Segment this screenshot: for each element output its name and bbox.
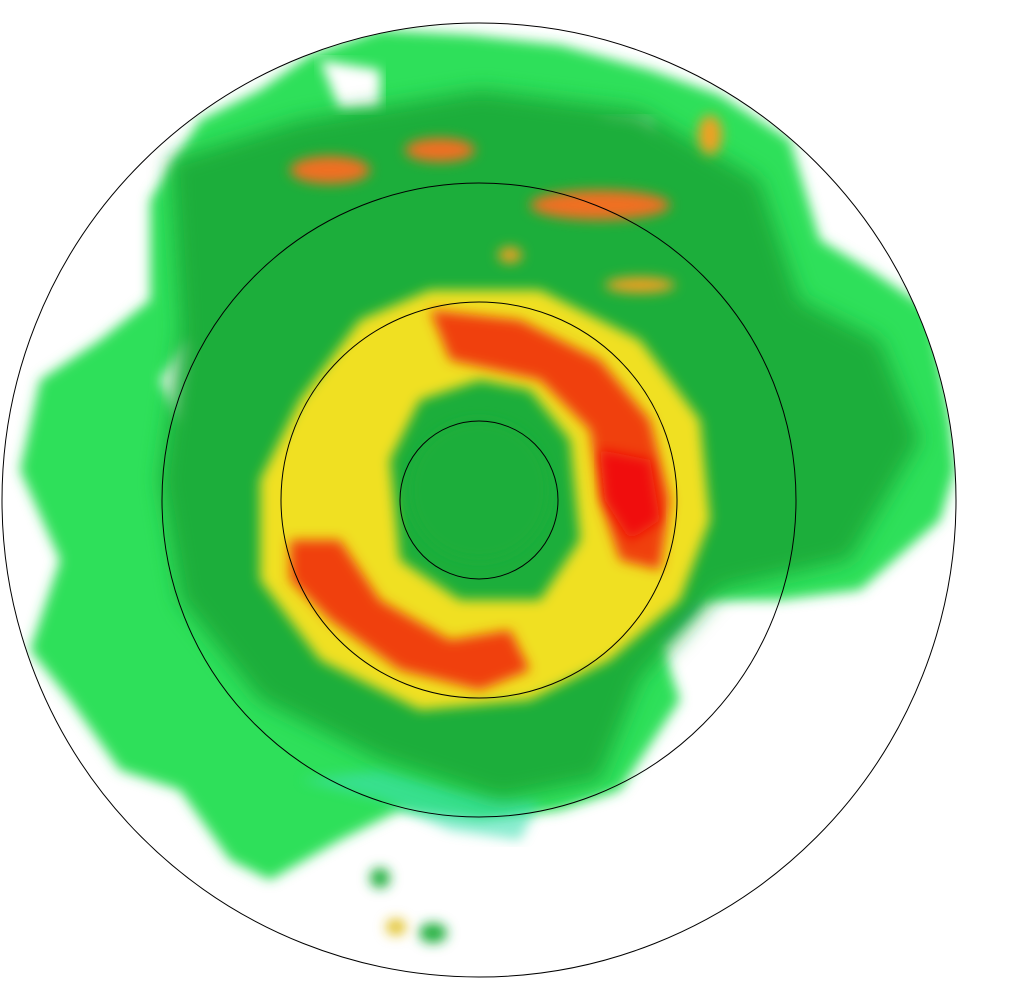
cell bbox=[405, 138, 475, 162]
echo-cyan-edge bbox=[300, 770, 540, 840]
range-ring bbox=[280, 301, 678, 699]
echo-layer bbox=[20, 30, 955, 943]
cell bbox=[605, 277, 675, 293]
echo-red bbox=[290, 540, 530, 690]
range-rings bbox=[1, 22, 957, 978]
cell bbox=[419, 923, 447, 943]
cell bbox=[530, 190, 670, 220]
range-ring bbox=[161, 182, 797, 818]
cell bbox=[386, 919, 406, 935]
cell bbox=[698, 115, 722, 155]
range-ring bbox=[399, 420, 559, 580]
storm-cells bbox=[290, 115, 722, 943]
cell bbox=[498, 247, 522, 263]
cell bbox=[370, 868, 390, 888]
cell bbox=[290, 156, 370, 184]
echo-center bbox=[409, 420, 549, 560]
echo-red-bright bbox=[600, 450, 660, 540]
echo-gap bbox=[320, 60, 380, 110]
range-ring bbox=[1, 22, 957, 978]
